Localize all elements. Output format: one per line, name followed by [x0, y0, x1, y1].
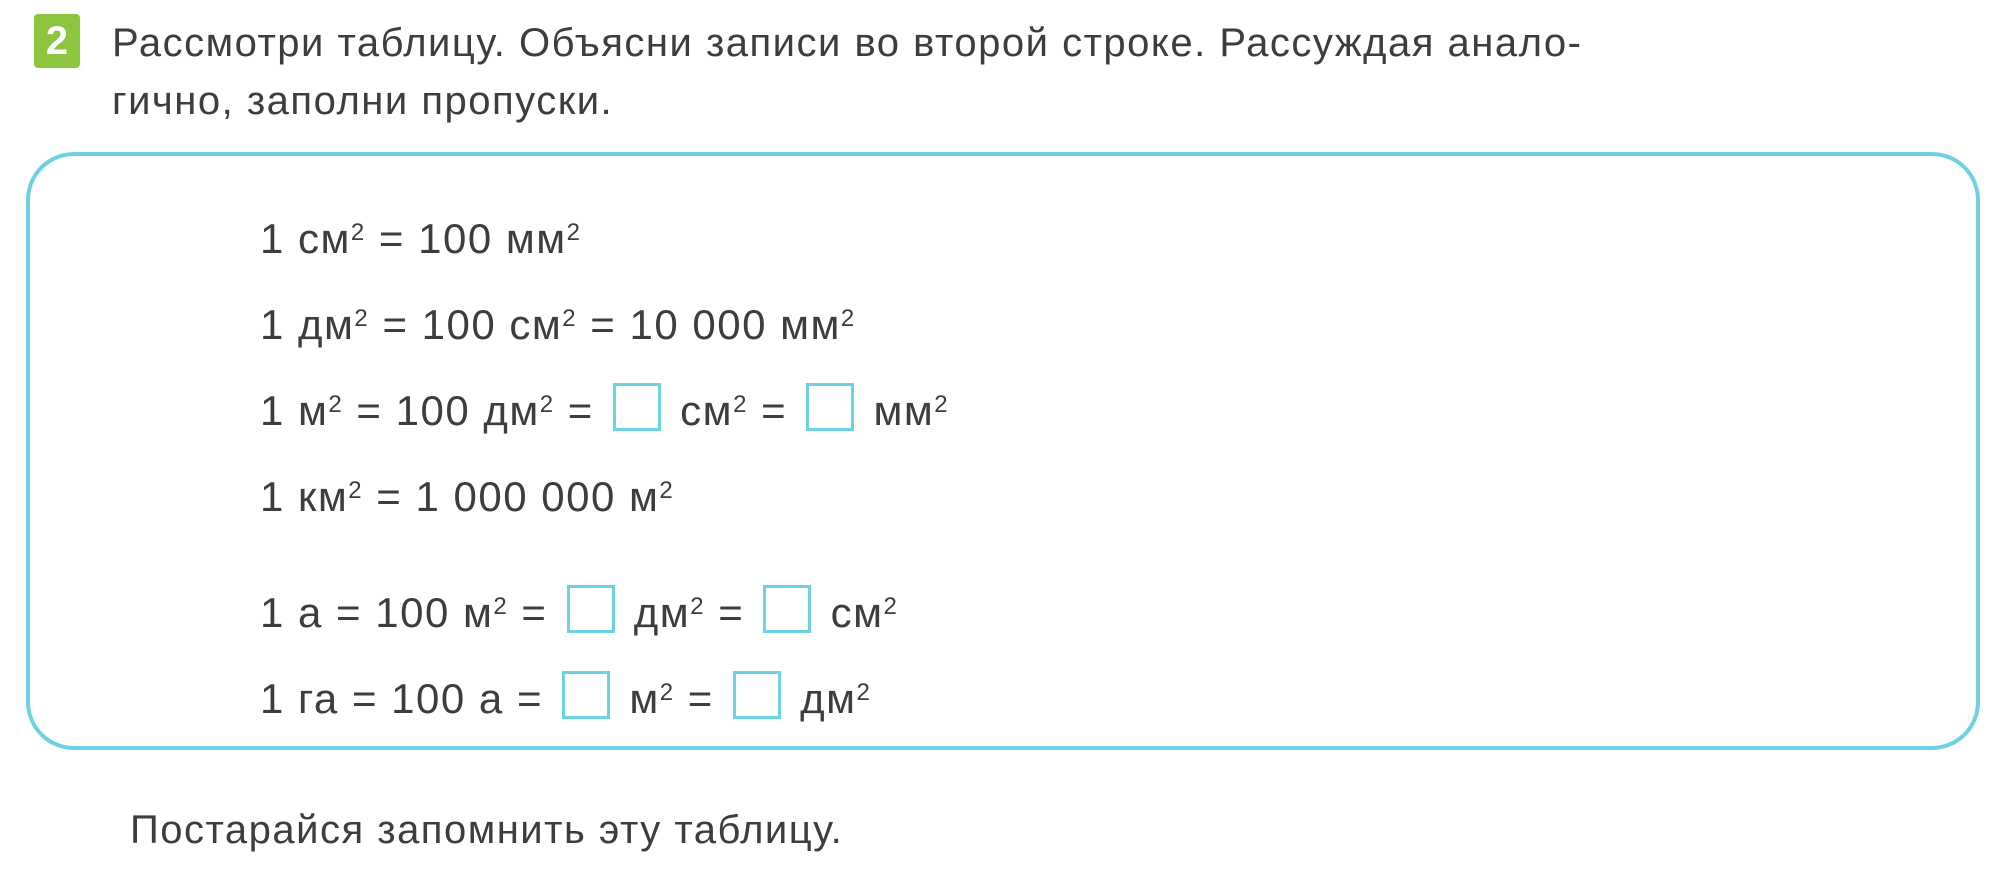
quantity: 1 м2 [260, 387, 343, 434]
unit-after-blank: см2 [817, 589, 898, 636]
quantity: 1 000 000 м2 [416, 473, 675, 520]
exponent: 2 [934, 391, 949, 418]
equation-line: 1 а = 100 м2 = дм2 = см2 [260, 566, 1936, 652]
equals-sign: = [363, 473, 415, 520]
unit: мм [506, 215, 567, 262]
equation-line: 1 км2 = 1 000 000 м2 [260, 450, 1936, 536]
unit: мм [860, 387, 934, 434]
coefficient: 1 [260, 473, 298, 520]
exponent: 2 [328, 391, 343, 418]
equals-sign: = [675, 675, 727, 722]
equals-sign: = [339, 675, 391, 722]
quantity: 1 дм2 [260, 301, 369, 348]
exponent: 2 [690, 593, 705, 620]
blank-box[interactable] [733, 671, 781, 719]
exponent: 2 [493, 593, 508, 620]
unit-after-blank: дм2 [787, 675, 871, 722]
blank-box[interactable] [562, 671, 610, 719]
quantity: 1 км2 [260, 473, 363, 520]
equals-sign: = [343, 387, 395, 434]
task-number-box: 2 [34, 14, 80, 68]
exponent: 2 [567, 219, 582, 246]
coefficient: 100 [375, 589, 463, 636]
quantity: 100 мм2 [418, 215, 581, 262]
equals-sign: = [369, 301, 421, 348]
unit: дм [621, 589, 691, 636]
footer-note: Постарайся запомнить эту таблицу. [130, 808, 843, 853]
unit: м [298, 387, 328, 434]
equals-sign: = [508, 589, 560, 636]
unit: дм [483, 387, 539, 434]
unit-after-blank: см2 [667, 387, 748, 434]
unit: а [479, 675, 504, 722]
unit: дм [298, 301, 354, 348]
unit: дм [787, 675, 857, 722]
blank-box[interactable] [613, 383, 661, 431]
exponent: 2 [540, 391, 555, 418]
equation-line: 1 м2 = 100 дм2 = см2 = мм2 [260, 364, 1936, 450]
equals-sign: = [705, 589, 757, 636]
unit: см [817, 589, 883, 636]
coefficient: 1 [260, 301, 298, 348]
quantity: 100 дм2 [396, 387, 555, 434]
equals-sign: = [323, 589, 375, 636]
unit-after-blank: дм2 [621, 589, 705, 636]
unit: км [298, 473, 348, 520]
exponent: 2 [354, 305, 369, 332]
blank-box[interactable] [763, 585, 811, 633]
quantity: 100 а [391, 675, 504, 722]
exponent: 2 [733, 391, 748, 418]
quantity: 1 а [260, 589, 323, 636]
coefficient: 1 000 000 [416, 473, 630, 520]
equation-frame: 1 см2 = 100 мм21 дм2 = 100 см2 = 10 000 … [26, 152, 1980, 750]
coefficient: 1 [260, 387, 298, 434]
equation-line: 1 см2 = 100 мм2 [260, 192, 1936, 278]
equals-sign: = [748, 387, 800, 434]
equals-sign: = [504, 675, 556, 722]
equation-line: 1 дм2 = 100 см2 = 10 000 мм2 [260, 278, 1936, 364]
unit: см [298, 215, 351, 262]
coefficient: 100 [391, 675, 479, 722]
equals-sign: = [366, 215, 418, 262]
unit: м [629, 473, 659, 520]
equals-sign: = [577, 301, 629, 348]
unit: м [616, 675, 660, 722]
blank-box[interactable] [806, 383, 854, 431]
exponent: 2 [351, 219, 366, 246]
equation-line: 1 га = 100 а = м2 = дм2 [260, 652, 1936, 738]
exponent: 2 [841, 305, 856, 332]
exponent: 2 [562, 305, 577, 332]
unit: м [463, 589, 493, 636]
coefficient: 1 [260, 589, 298, 636]
blank-box[interactable] [567, 585, 615, 633]
coefficient: 1 [260, 215, 298, 262]
quantity: 10 000 мм2 [630, 301, 856, 348]
quantity: 1 см2 [260, 215, 366, 262]
coefficient: 100 [422, 301, 510, 348]
exponent: 2 [348, 477, 363, 504]
unit-after-blank: мм2 [860, 387, 949, 434]
quantity: 100 см2 [422, 301, 577, 348]
equals-sign: = [555, 387, 607, 434]
coefficient: 100 [396, 387, 484, 434]
unit: см [509, 301, 562, 348]
exponent: 2 [857, 679, 872, 706]
instruction-line-2: гично, заполни пропуски. [112, 79, 613, 123]
quantity: 1 га [260, 675, 339, 722]
instruction-block: 2 Рассмотри таблицу. Объясни записи во в… [34, 14, 1972, 130]
unit: а [298, 589, 323, 636]
coefficient: 1 [260, 675, 298, 722]
instruction-text: Рассмотри таблицу. Объясни записи во вто… [112, 14, 1582, 130]
unit-after-blank: м2 [616, 675, 674, 722]
unit: мм [780, 301, 841, 348]
coefficient: 10 000 [630, 301, 781, 348]
coefficient: 100 [418, 215, 506, 262]
quantity: 100 м2 [375, 589, 508, 636]
exponent: 2 [883, 593, 898, 620]
exponent: 2 [660, 679, 675, 706]
exponent: 2 [659, 477, 674, 504]
unit: га [298, 675, 339, 722]
instruction-line-1: Рассмотри таблицу. Объясни записи во вто… [112, 21, 1582, 65]
unit: см [667, 387, 733, 434]
